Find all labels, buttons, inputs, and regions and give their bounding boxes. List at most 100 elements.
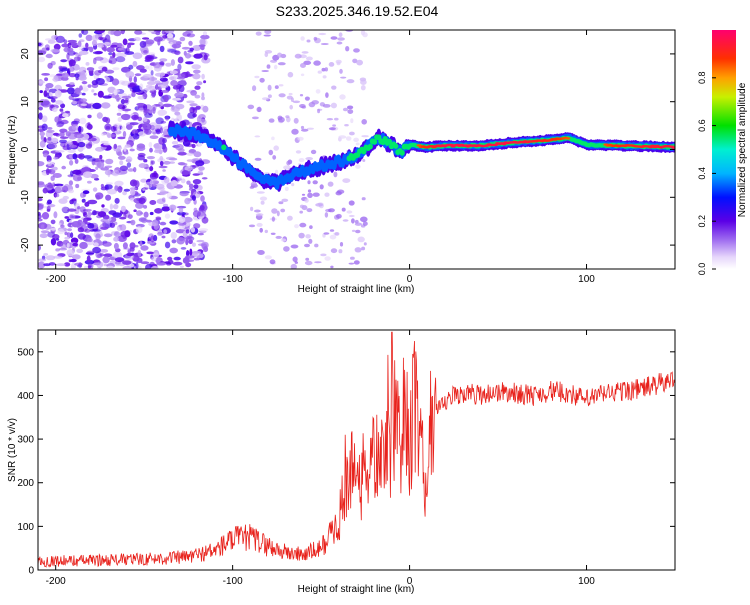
- noise-blob: [43, 253, 49, 256]
- noise-blob: [338, 32, 343, 37]
- noise-blob: [185, 30, 194, 34]
- noise-blob: [56, 263, 66, 267]
- noise-blob: [189, 47, 194, 52]
- noise-blob: [266, 64, 271, 69]
- noise-blob: [184, 53, 192, 59]
- noise-blob: [64, 231, 68, 236]
- noise-blob: [47, 62, 53, 69]
- noise-blob: [124, 230, 131, 238]
- noise-blob: [97, 90, 104, 98]
- noise-blob: [140, 178, 148, 183]
- noise-blob: [162, 103, 173, 108]
- noise-blob: [83, 214, 88, 218]
- noise-blob: [148, 64, 153, 71]
- colorbar-tick-label: 0.4: [697, 167, 707, 180]
- noise-blob: [184, 197, 191, 205]
- noise-blob: [69, 144, 78, 148]
- noise-blob: [171, 43, 181, 49]
- noise-blob: [251, 116, 259, 120]
- y-tick-label: 0: [20, 146, 31, 152]
- noise-blob: [259, 227, 264, 233]
- noise-blob: [151, 219, 159, 227]
- noise-blob: [151, 256, 157, 262]
- noise-blob: [41, 115, 48, 123]
- noise-blob: [105, 117, 111, 124]
- noise-blob: [50, 98, 56, 103]
- noise-blob: [95, 146, 105, 152]
- noise-blob: [149, 177, 157, 181]
- noise-blob: [44, 77, 49, 82]
- noise-blob: [360, 216, 368, 223]
- snr-panel: -200 -100 0 100 0 100 200 300 400 500 Height of s…: [7, 329, 676, 595]
- noise-blob: [84, 259, 95, 265]
- noise-blob: [67, 228, 72, 232]
- noise-blob: [198, 166, 205, 171]
- noise-blob: [254, 135, 261, 138]
- noise-blob: [168, 157, 178, 161]
- noise-blob: [93, 92, 97, 96]
- noise-blob: [192, 179, 202, 185]
- noise-blob: [361, 135, 369, 138]
- noise-blob: [100, 226, 109, 230]
- snr-axes: -200 -100 0 100 0 100 200 300 400 500: [17, 330, 675, 587]
- noise-blob: [271, 216, 275, 222]
- colorbar: 0.0 0.2 0.4 0.6 0.8 Normalized spectral ampl…: [697, 30, 748, 275]
- noise-blob: [171, 239, 177, 244]
- noise-blob: [145, 65, 150, 70]
- noise-blob: [361, 119, 368, 125]
- noise-blob: [117, 117, 123, 122]
- noise-blob: [117, 145, 122, 148]
- snr-y-label: SNR (10 * v/v): [7, 418, 18, 482]
- noise-blob: [338, 135, 347, 139]
- noise-blob: [94, 34, 99, 39]
- noise-blob: [129, 122, 139, 126]
- noise-blob: [38, 106, 43, 111]
- noise-blob: [122, 260, 132, 265]
- noise-blob: [278, 84, 284, 87]
- noise-blob: [346, 210, 353, 214]
- noise-blob: [268, 118, 275, 123]
- noise-blob: [41, 123, 48, 131]
- noise-blob: [140, 261, 150, 265]
- noise-blob: [85, 62, 90, 66]
- noise-blob: [113, 242, 119, 250]
- noise-blob: [125, 151, 129, 155]
- noise-blob: [270, 232, 276, 235]
- noise-blob: [339, 94, 346, 100]
- noise-blob: [100, 102, 111, 109]
- noise-blob: [201, 210, 207, 213]
- noise-blob: [105, 76, 111, 83]
- noise-blob: [345, 46, 350, 52]
- noise-blob: [107, 188, 117, 195]
- noise-blob: [77, 137, 82, 143]
- noise-blob: [86, 67, 95, 71]
- noise-blob: [252, 85, 257, 92]
- noise-blob: [48, 88, 58, 94]
- noise-blob: [133, 76, 137, 83]
- noise-blob: [300, 63, 306, 68]
- noise-blob: [121, 108, 132, 112]
- noise-blob: [247, 104, 255, 110]
- noise-blob: [318, 32, 327, 36]
- noise-blob: [340, 76, 347, 79]
- noise-blob: [179, 265, 184, 268]
- noise-blob: [139, 40, 147, 48]
- noise-blob: [81, 30, 89, 35]
- noise-blob: [150, 235, 155, 243]
- noise-blob: [72, 169, 82, 175]
- noise-blob: [142, 37, 150, 40]
- noise-blob: [280, 208, 286, 213]
- noise-blob: [54, 90, 62, 98]
- noise-blob: [311, 100, 320, 105]
- noise-blob: [150, 70, 154, 76]
- noise-blob: [113, 221, 118, 226]
- noise-blob: [70, 232, 74, 239]
- noise-blob: [190, 227, 196, 233]
- y-tick-label: 300: [17, 435, 34, 446]
- noise-blob: [57, 228, 65, 235]
- noise-blob: [92, 102, 102, 109]
- noise-blob: [104, 169, 112, 176]
- noise-blob: [60, 224, 65, 228]
- noise-blob: [324, 192, 330, 197]
